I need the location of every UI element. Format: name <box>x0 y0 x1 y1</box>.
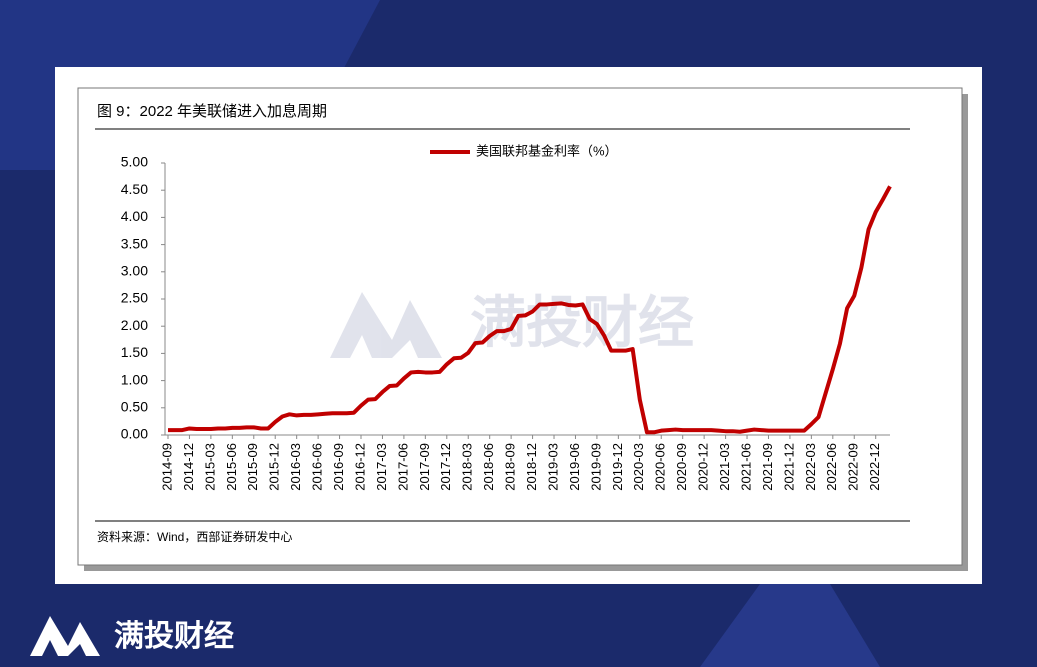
x-tick-label: 2020-06 <box>653 443 668 491</box>
x-tick-label: 2022-12 <box>867 443 882 491</box>
x-tick-label: 2015-09 <box>245 443 260 491</box>
y-tick-label: 1.50 <box>121 344 148 360</box>
x-tick-label: 2020-09 <box>674 443 689 491</box>
x-tick-label: 2014-12 <box>181 443 196 491</box>
y-tick-label: 2.50 <box>121 290 148 306</box>
x-tick-label: 2018-12 <box>524 443 539 491</box>
watermark-logo <box>330 292 442 358</box>
x-tick-label: 2016-06 <box>310 443 325 491</box>
x-tick-label: 2021-03 <box>717 443 732 491</box>
x-tick-label: 2017-06 <box>395 443 410 491</box>
x-tick-label: 2018-09 <box>503 443 518 491</box>
y-tick-label: 4.50 <box>121 181 148 197</box>
x-tick-label: 2019-03 <box>545 443 560 491</box>
x-tick-label: 2016-12 <box>352 443 367 491</box>
x-tick-label: 2022-06 <box>824 443 839 491</box>
x-tick-label: 2019-12 <box>610 443 625 491</box>
x-tick-label: 2021-06 <box>738 443 753 491</box>
source: 资料来源：Wind，西部证券研发中心 <box>97 529 292 544</box>
x-tick-label: 2022-09 <box>846 443 861 491</box>
x-tick-label: 2020-03 <box>631 443 646 491</box>
x-tick-label: 2019-06 <box>567 443 582 491</box>
y-tick-label: 3.50 <box>121 235 148 251</box>
x-tick-label: 2015-03 <box>202 443 217 491</box>
x-tick-label: 2015-12 <box>267 443 282 491</box>
brand: 满投财经 <box>114 619 234 653</box>
bg-shape <box>700 584 880 667</box>
y-tick-label: 0.00 <box>121 426 148 442</box>
y-tick-label: 1.00 <box>121 371 148 387</box>
y-tick-label: 0.50 <box>121 399 148 415</box>
x-tick-label: 2020-12 <box>696 443 711 491</box>
x-tick-label: 2019-09 <box>588 443 603 491</box>
x-tick-label: 2021-09 <box>760 443 775 491</box>
x-tick-label: 2017-12 <box>438 443 453 491</box>
x-tick-label: 2015-06 <box>224 443 239 491</box>
x-tick-label: 2018-06 <box>481 443 496 491</box>
x-tick-label: 2016-09 <box>331 443 346 491</box>
x-tick-label: 2014-09 <box>159 443 174 491</box>
frame <box>77 87 963 566</box>
legend-label: 美国联邦基金利率（%） <box>476 143 618 158</box>
x-tick-label: 2016-03 <box>288 443 303 491</box>
y-tick-label: 2.00 <box>121 317 148 333</box>
x-tick-label: 2018-03 <box>460 443 475 491</box>
series-line <box>168 185 892 435</box>
plot: 0.00 0.50 1.00 1.50 2.00 2.50 3.00 3.50 4.00 4.50… <box>121 143 892 491</box>
x-tick-label: 2021-12 <box>781 443 796 491</box>
brand-logo <box>30 616 100 656</box>
x-tick-label: 2017-03 <box>374 443 389 491</box>
x-tick-label: 2022-03 <box>803 443 818 491</box>
watermark: 满投财经 <box>470 291 694 354</box>
y-tick-label: 5.00 <box>121 154 148 170</box>
chart-title: 图 9：2022 年美联储进入加息周期 <box>97 103 327 120</box>
y-tick-label: 4.00 <box>121 208 148 224</box>
y-tick-label: 3.00 <box>121 263 148 279</box>
watermark-group: 满投财经 <box>330 291 694 358</box>
x-tick-label: 2017-09 <box>417 443 432 491</box>
